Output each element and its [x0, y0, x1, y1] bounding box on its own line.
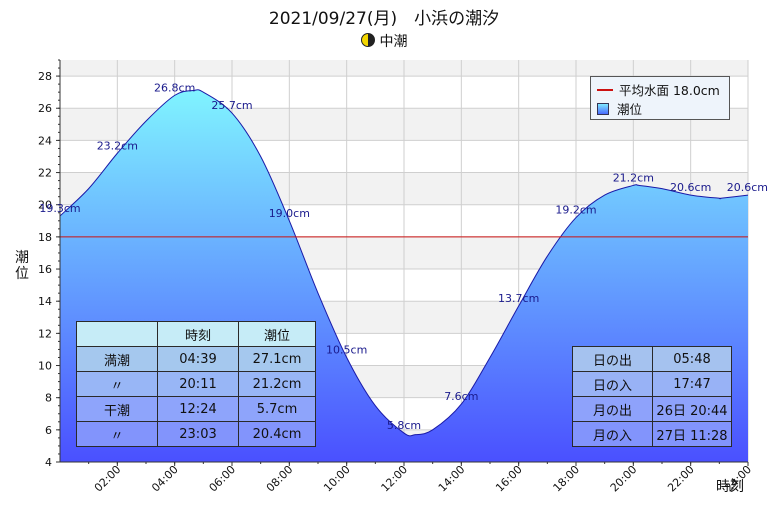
y-tick-label: 4 — [45, 456, 52, 469]
table-cell: 12:24 — [157, 396, 239, 422]
table-cell: 20:11 — [157, 371, 239, 397]
table-cell: 日の入 — [572, 371, 653, 397]
tide-type-label: 中潮 — [379, 34, 408, 50]
y-tick-label: 22 — [38, 167, 52, 180]
data-label: 5.8cm — [387, 419, 421, 432]
table-header: 潮位 — [238, 321, 316, 347]
table-row: 日の出 05:48 — [572, 346, 732, 372]
x-tick-label: 16:00 — [493, 463, 525, 495]
table-row: 干潮 12:24 5.7cm — [76, 396, 316, 422]
x-tick-label: 22:00 — [665, 463, 697, 495]
table-row: 〃 23:03 20.4cm — [76, 421, 316, 447]
table-header: 時刻 — [157, 321, 239, 347]
data-label: 19.0cm — [269, 207, 310, 220]
table-row: 満潮 04:39 27.1cm — [76, 346, 316, 372]
y-tick-label: 26 — [38, 102, 52, 115]
x-tick-label: 14:00 — [436, 463, 468, 495]
y-tick-label: 18 — [38, 231, 52, 244]
data-label: 19.3cm — [39, 202, 80, 215]
y-tick-label: 24 — [38, 134, 52, 147]
x-tick-label: 12:00 — [379, 463, 411, 495]
chart-title: 2021/09/27(月) 小浜の潮汐 — [268, 9, 500, 29]
table-cell: 05:48 — [652, 346, 732, 372]
table-header-row: 時刻 潮位 — [76, 321, 316, 347]
y-tick-label: 20 — [38, 199, 52, 212]
table-cell: 〃 — [76, 421, 158, 447]
table-cell: 27.1cm — [238, 346, 316, 372]
table-header — [76, 321, 158, 347]
table-cell: 23:03 — [157, 421, 239, 447]
table-cell: 27日 11:28 — [652, 421, 732, 447]
tide-type: 中潮 — [0, 31, 768, 51]
y-axis-label: 潮位 — [15, 250, 29, 282]
x-tick-label: 10:00 — [321, 463, 353, 495]
y-tick-label: 12 — [38, 327, 52, 340]
table-cell: 月の出 — [572, 396, 653, 422]
table-row: 日の入 17:47 — [572, 371, 732, 397]
x-tick-label: 06:00 — [207, 463, 239, 495]
data-label: 23.2cm — [97, 139, 138, 152]
legend-mean: 平均水面 18.0cm — [597, 80, 720, 98]
legend-mean-label: 平均水面 18.0cm — [619, 83, 720, 98]
sun-moon-table: 日の出 05:48 日の入 17:47 月の出 26日 20:44 月の入 27… — [572, 346, 732, 447]
legend-line-swatch — [597, 89, 613, 91]
legend-area-swatch — [597, 103, 609, 115]
data-label: 13.7cm — [498, 292, 539, 305]
data-label: 20.6cm — [670, 181, 711, 194]
table-cell: 〃 — [76, 371, 158, 397]
table-cell: 日の出 — [572, 346, 653, 372]
legend: 平均水面 18.0cm 潮位 — [590, 76, 730, 120]
x-axis-label: 時刻 — [716, 479, 744, 495]
x-tick-label: 18:00 — [551, 463, 583, 495]
x-tick-label: 04:00 — [149, 463, 181, 495]
table-cell: 満潮 — [76, 346, 158, 372]
y-tick-label: 10 — [38, 360, 52, 373]
table-cell: 17:47 — [652, 371, 732, 397]
data-label: 21.2cm — [613, 171, 654, 184]
table-cell: 21.2cm — [238, 371, 316, 397]
y-tick-label: 14 — [38, 295, 52, 308]
high-low-tide-table: 時刻 潮位 満潮 04:39 27.1cm 〃 20:11 21.2cm 干潮 … — [76, 321, 316, 447]
table-row: 〃 20:11 21.2cm — [76, 371, 316, 397]
x-tick-label: 20:00 — [608, 463, 640, 495]
data-label: 7.6cm — [444, 390, 478, 403]
table-cell: 26日 20:44 — [652, 396, 732, 422]
tide-curve — [59, 89, 749, 437]
data-label: 20.6cm — [727, 181, 768, 194]
legend-tide: 潮位 — [597, 99, 642, 117]
y-tick-label: 28 — [38, 70, 52, 83]
y-tick-label: 6 — [45, 424, 52, 437]
table-cell: 干潮 — [76, 396, 158, 422]
data-label: 10.5cm — [326, 343, 367, 356]
data-label: 19.2cm — [555, 204, 596, 217]
table-cell: 月の入 — [572, 421, 653, 447]
x-tick-label: 02:00 — [92, 463, 124, 495]
legend-tide-label: 潮位 — [617, 102, 643, 117]
table-cell: 04:39 — [157, 346, 239, 372]
data-label: 26.8cm — [154, 81, 195, 94]
y-tick-label: 16 — [38, 263, 52, 276]
x-tick-label: 08:00 — [264, 463, 296, 495]
table-row: 月の出 26日 20:44 — [572, 396, 732, 422]
table-cell: 20.4cm — [238, 421, 316, 447]
data-label: 25.7cm — [211, 99, 252, 112]
half-moon-icon — [360, 33, 375, 47]
table-cell: 5.7cm — [238, 396, 316, 422]
table-row: 月の入 27日 11:28 — [572, 421, 732, 447]
y-tick-label: 8 — [45, 392, 52, 405]
